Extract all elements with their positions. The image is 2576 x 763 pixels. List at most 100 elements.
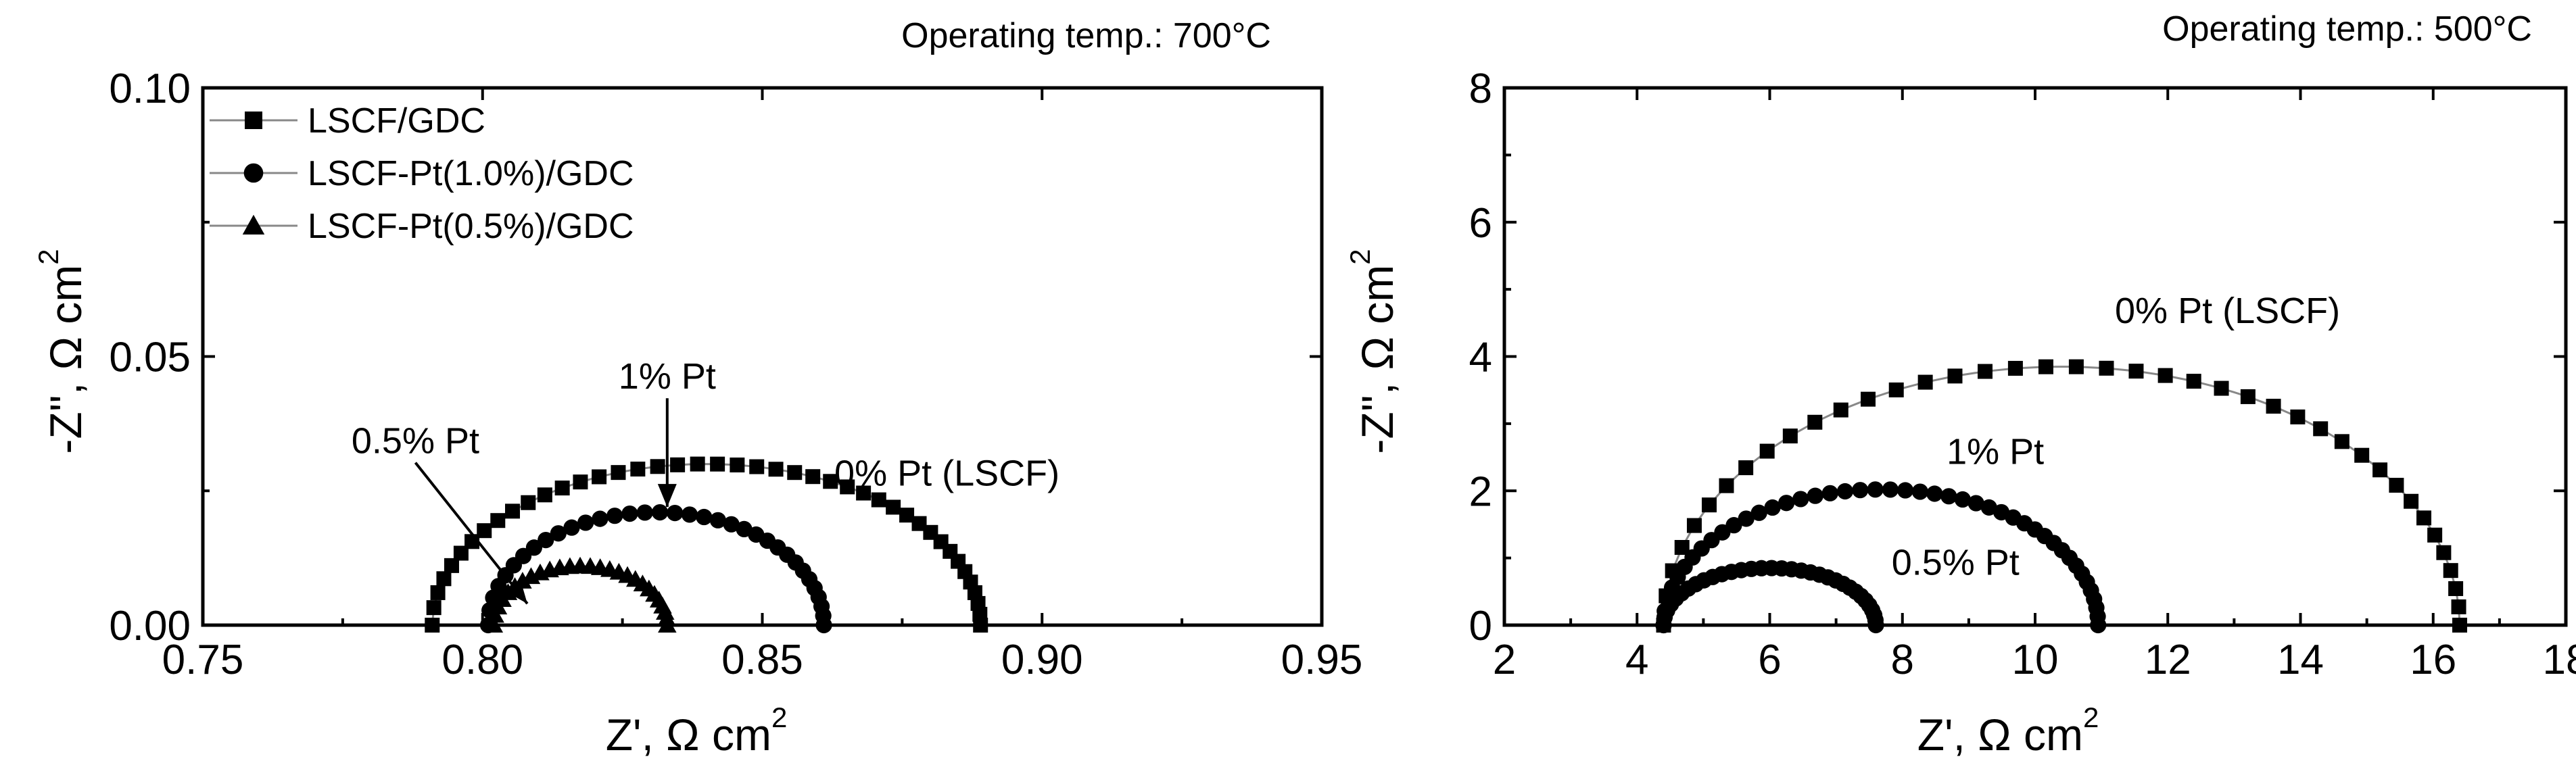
data-point	[871, 492, 886, 508]
data-point	[2451, 599, 2466, 614]
data-point	[815, 616, 832, 634]
annotation: 0% Pt (LSCF)	[834, 453, 1059, 493]
x-tick-label: 0.80	[442, 637, 523, 683]
data-point	[1750, 504, 1767, 521]
y-axis-label: -Z'', Ω cm2	[32, 249, 91, 453]
annotation: 0% Pt (LSCF)	[2115, 291, 2340, 331]
data-point	[606, 508, 623, 524]
legend-marker	[242, 214, 265, 235]
data-point	[710, 456, 725, 472]
data-point	[1764, 499, 1781, 516]
data-point	[709, 512, 726, 528]
legend-entry: LSCF-Pt(1.0%)/GDC	[210, 154, 634, 193]
data-point	[670, 457, 686, 472]
data-point	[2334, 434, 2350, 449]
data-point	[430, 585, 446, 600]
series-3	[484, 556, 677, 633]
data-point	[2214, 380, 2229, 396]
data-point	[1940, 488, 1957, 505]
arrow-head	[505, 579, 527, 604]
plot-area: 0.75 0.80 0.85 0.90 0.95 0.00 0.05 0.10 1% Pt 0.5…	[109, 66, 1362, 683]
data-point	[856, 485, 872, 501]
y-tick-label: 0.00	[109, 603, 191, 649]
y-tick-label: 0.10	[109, 66, 191, 112]
data-point	[1954, 491, 1971, 508]
data-point	[1852, 482, 1869, 499]
data-point	[2038, 359, 2053, 374]
data-point	[1947, 368, 1963, 384]
data-point	[650, 459, 665, 474]
chart-panel-700c: Operating temp.: 700°C 0.75 0.80 0.85 0.90 0…	[32, 16, 1362, 760]
data-point	[2099, 360, 2114, 376]
series-1	[425, 456, 988, 633]
data-point	[484, 616, 504, 633]
data-point	[444, 558, 459, 573]
data-point	[2416, 510, 2432, 526]
data-point	[911, 516, 927, 531]
data-point	[1917, 374, 1933, 390]
data-point	[490, 513, 506, 528]
x-tick-label: 0.85	[721, 637, 803, 683]
data-point	[636, 504, 653, 521]
y-axis-label: -Z'', Ω cm2	[1344, 249, 1402, 453]
data-point	[1701, 497, 1717, 513]
x-tick-label: 14	[2277, 637, 2324, 683]
y-tick-label: 8	[1469, 66, 1492, 112]
x-tick-label: 0.75	[162, 637, 244, 683]
data-point	[1867, 616, 1884, 634]
data-point	[1782, 428, 1798, 444]
data-point	[477, 523, 492, 539]
x-tick-label: 4	[1625, 637, 1648, 683]
data-point	[611, 465, 626, 481]
data-point	[2007, 360, 2023, 376]
x-tick-label: 0.90	[1001, 637, 1083, 683]
data-point	[453, 545, 469, 561]
data-point	[426, 600, 442, 616]
data-point	[2157, 368, 2173, 383]
data-point	[505, 503, 521, 519]
x-tick-label: 2	[1493, 637, 1516, 683]
data-point	[1792, 491, 1809, 508]
data-point	[1911, 483, 1928, 500]
data-point	[592, 510, 609, 527]
data-point	[573, 474, 588, 490]
data-point	[2354, 447, 2370, 463]
data-point	[563, 519, 580, 536]
data-point	[2448, 581, 2464, 596]
temp-label: Operating temp.: 700°C	[901, 16, 1271, 55]
series-line	[1663, 488, 2099, 626]
data-point	[2443, 563, 2458, 579]
data-point	[537, 487, 552, 503]
data-point	[1686, 518, 1702, 533]
arrow-head	[657, 484, 677, 508]
data-point	[577, 514, 594, 531]
data-point	[805, 469, 821, 485]
annotation: 0.5% Pt	[1892, 542, 2020, 583]
data-point	[1833, 402, 1848, 418]
temp-label: Operating temp.: 500°C	[2162, 9, 2532, 49]
data-point	[823, 474, 838, 489]
legend-label: LSCF-Pt(0.5%)/GDC	[308, 207, 634, 246]
data-point	[768, 462, 784, 477]
legend-entry: LSCF/GDC	[210, 101, 485, 141]
legend-marker	[245, 112, 262, 129]
plot-area: 24681012141618024680% Pt (LSCF)1% Pt0.5%…	[1469, 66, 2576, 683]
data-point	[2068, 359, 2084, 374]
y-tick-label: 6	[1469, 200, 1492, 247]
data-point	[2372, 462, 2388, 478]
data-point	[667, 505, 684, 522]
data-point	[787, 465, 803, 481]
data-point	[1888, 382, 1904, 397]
data-point	[2240, 389, 2256, 404]
data-point	[1897, 482, 1914, 499]
x-tick-label: 0.95	[1281, 637, 1363, 683]
axes-frame	[1502, 86, 2568, 627]
data-point	[436, 571, 452, 587]
data-point	[1778, 495, 1795, 512]
data-point	[1738, 510, 1755, 527]
annotation: 1% Pt	[619, 356, 716, 397]
data-point	[1719, 478, 1734, 493]
data-point	[2389, 478, 2404, 493]
data-point	[696, 508, 713, 526]
